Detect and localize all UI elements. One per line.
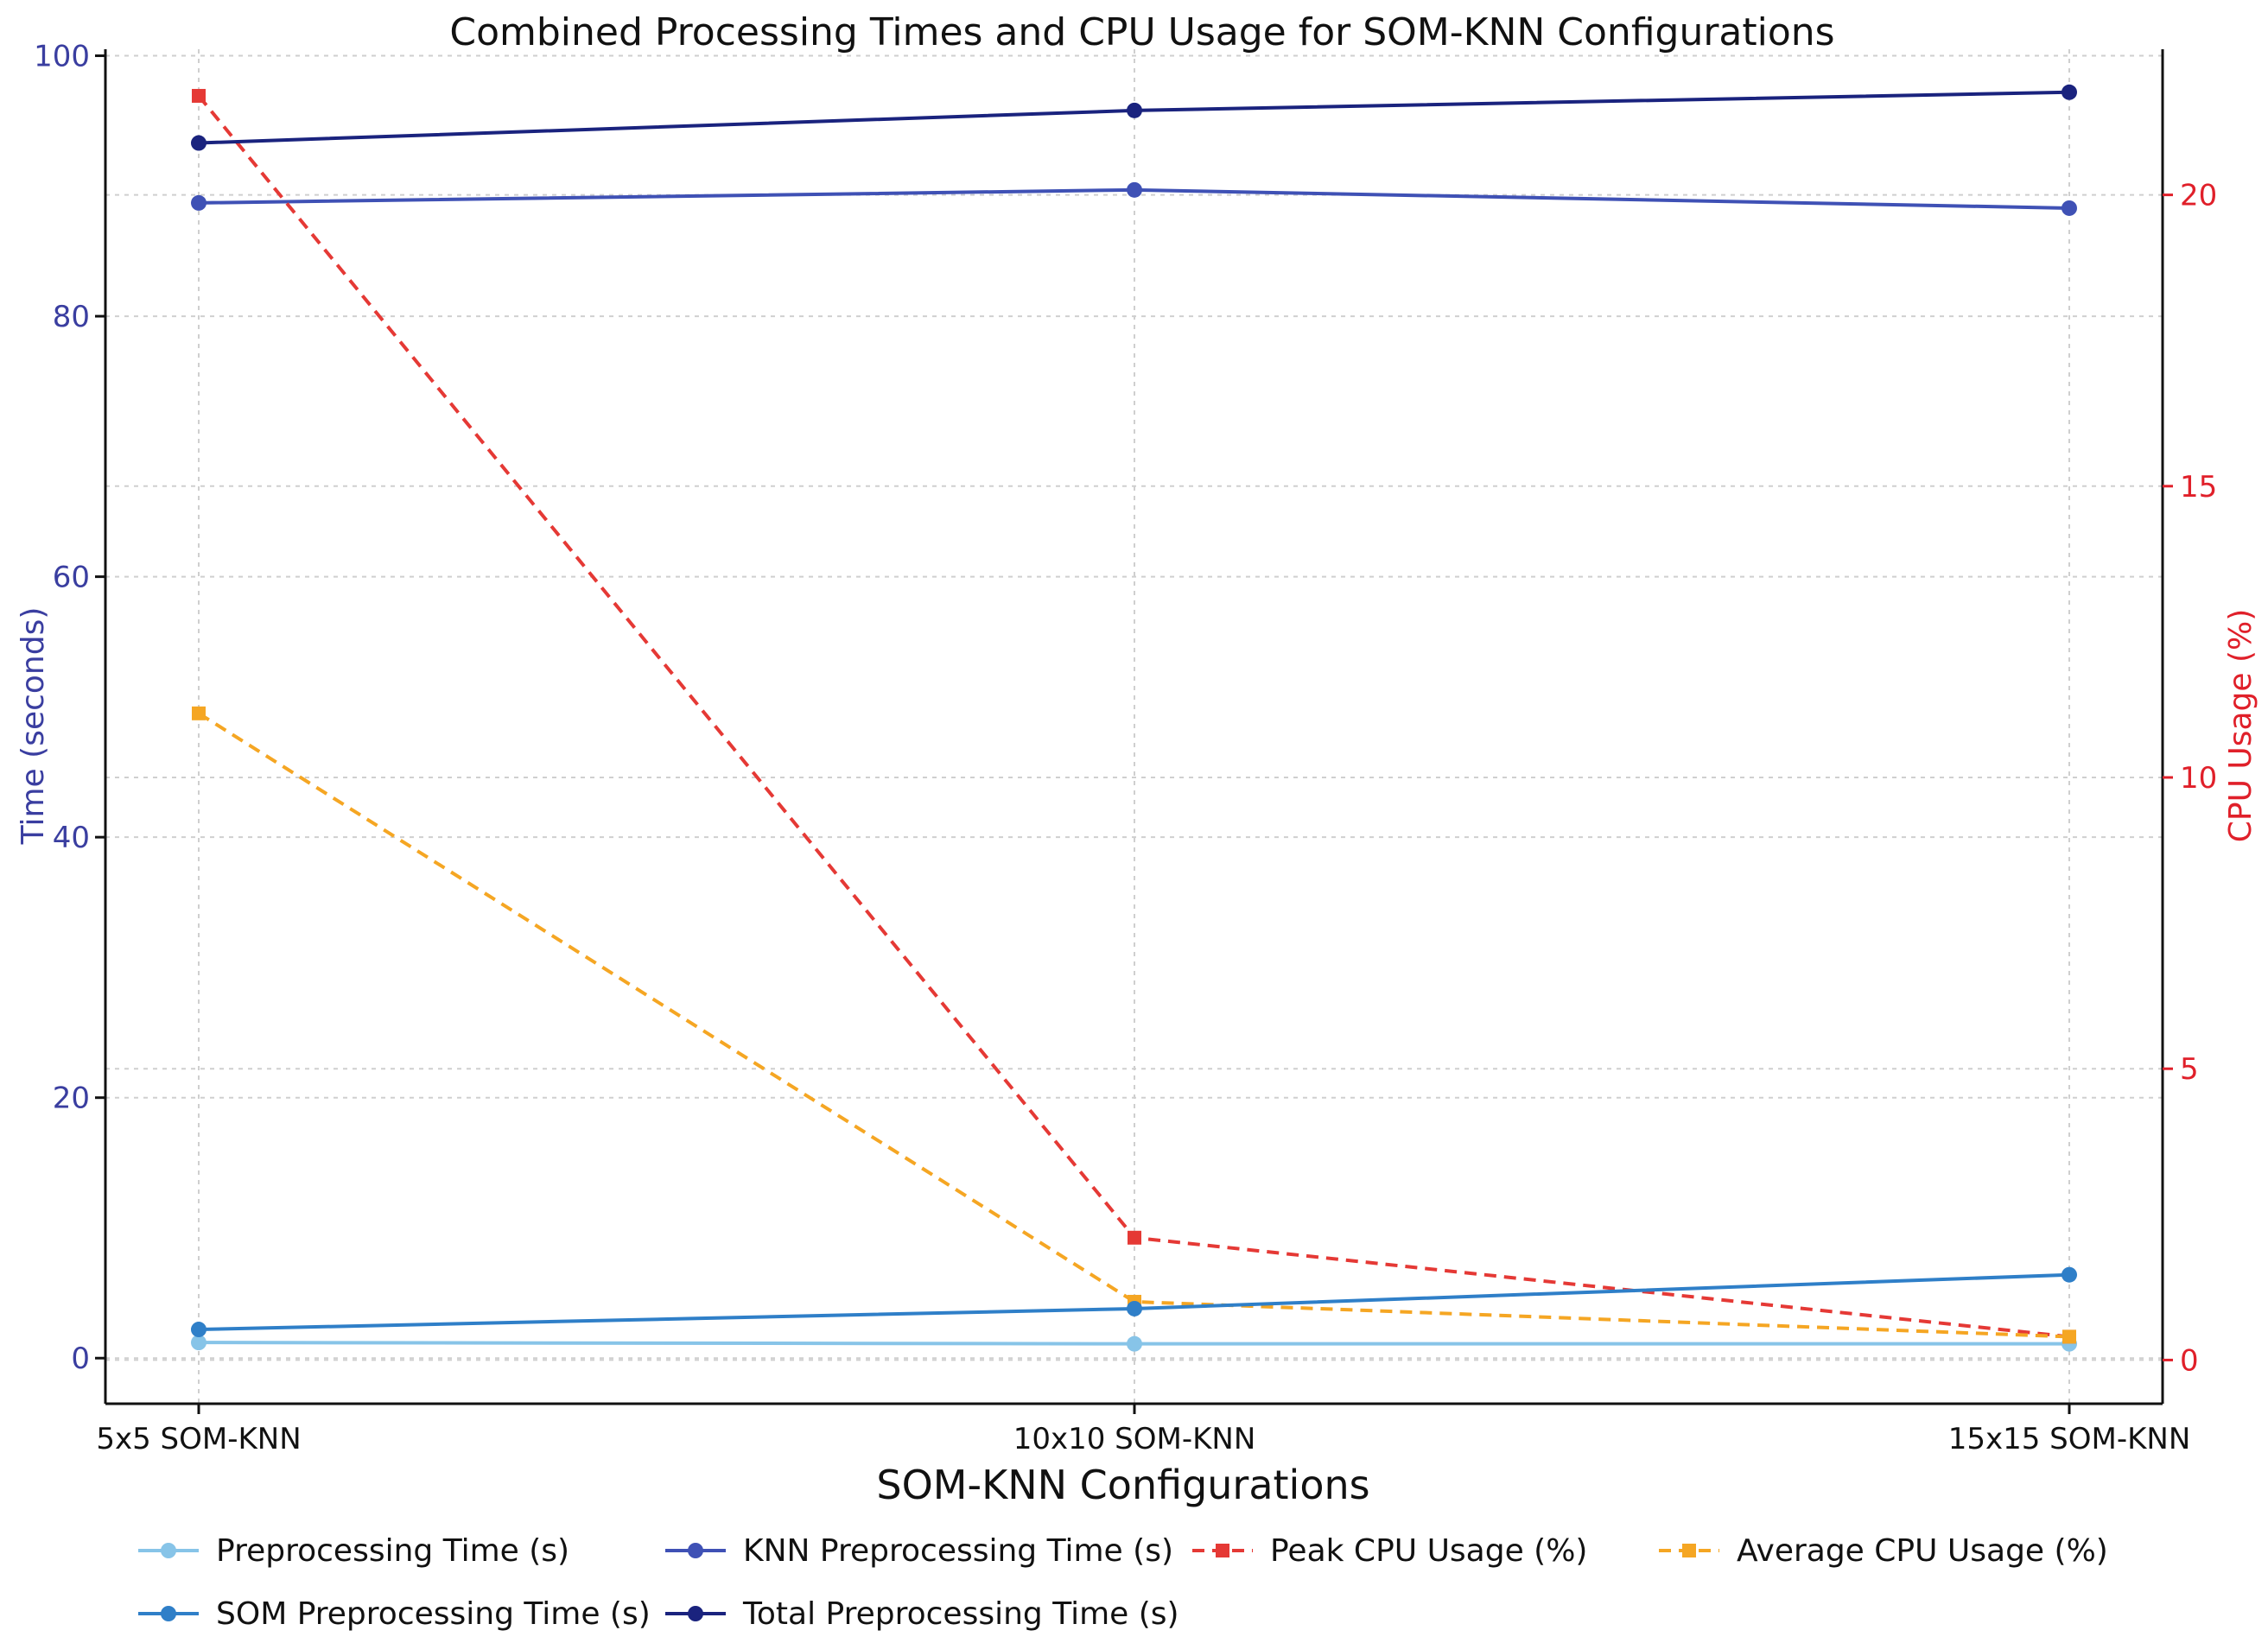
y-axis-label-right: CPU Usage (%) [2223, 609, 2258, 843]
y-tick-right-label: 10 [2180, 761, 2217, 796]
data-point [1127, 102, 1142, 118]
y-tick-right-label: 5 [2180, 1052, 2199, 1087]
data-point [192, 88, 206, 103]
chart-title: Combined Processing Times and CPU Usage … [449, 10, 1834, 54]
y-tick-right-label: 20 [2180, 179, 2217, 213]
x-tick-label: 5x5 SOM-KNN [96, 1422, 301, 1456]
legend-label: KNN Preprocessing Time (s) [743, 1533, 1173, 1569]
grid [105, 49, 2163, 1404]
data-point [1128, 1230, 1141, 1245]
y-ticks-left: 0 20 40 60 80 100 [34, 40, 105, 1376]
legend-swatch-marker [688, 1543, 703, 1558]
y-tick-left-label: 80 [53, 300, 90, 334]
data-point [1127, 1335, 1142, 1352]
y-tick-left-label: 60 [53, 561, 90, 595]
legend-swatch-marker [161, 1543, 176, 1558]
legend-swatch-marker [161, 1606, 176, 1621]
legend-swatch-marker [688, 1606, 703, 1621]
legend: Preprocessing Time (s) KNN Preprocessing … [138, 1533, 2108, 1632]
data-point [191, 194, 206, 211]
data-point [2062, 1266, 2077, 1283]
legend-swatch-marker [1682, 1544, 1696, 1557]
y-tick-left-label: 20 [53, 1082, 90, 1116]
data-point [1127, 1300, 1142, 1316]
data-point [191, 1322, 206, 1338]
x-tick-label: 10x10 SOM-KNN [1013, 1422, 1256, 1456]
y-tick-left-label: 40 [53, 821, 90, 855]
series-group [191, 84, 2077, 1352]
data-point [2062, 200, 2077, 216]
legend-label: Average CPU Usage (%) [1737, 1533, 2108, 1569]
data-point [2062, 84, 2077, 100]
y-tick-left-label: 0 [71, 1342, 90, 1376]
legend-swatch-marker [1216, 1544, 1229, 1557]
legend-label: SOM Preprocessing Time (s) [216, 1596, 651, 1632]
x-axis-label: SOM-KNN Configurations [876, 1462, 1369, 1508]
y-axis-label-left: Time (seconds) [16, 607, 51, 846]
y-ticks-right: 0 5 10 15 20 [2163, 179, 2217, 1378]
series-line [197, 712, 2070, 1339]
data-point [2062, 1329, 2076, 1344]
legend-label: Preprocessing Time (s) [216, 1533, 569, 1569]
legend-label: Peak CPU Usage (%) [1270, 1533, 1587, 1569]
x-ticks: 5x5 SOM-KNN 10x10 SOM-KNN 15x15 SOM-KNN [96, 1404, 2190, 1456]
data-point [191, 1335, 206, 1351]
y-tick-right-label: 15 [2180, 470, 2217, 504]
y-tick-left-label: 100 [34, 40, 90, 74]
data-point [192, 706, 206, 720]
data-point [191, 135, 206, 151]
legend-label: Total Preprocessing Time (s) [742, 1596, 1179, 1632]
data-point [1127, 181, 1142, 198]
x-tick-label: 15x15 SOM-KNN [1948, 1422, 2191, 1456]
y-tick-right-label: 0 [2180, 1343, 2199, 1378]
